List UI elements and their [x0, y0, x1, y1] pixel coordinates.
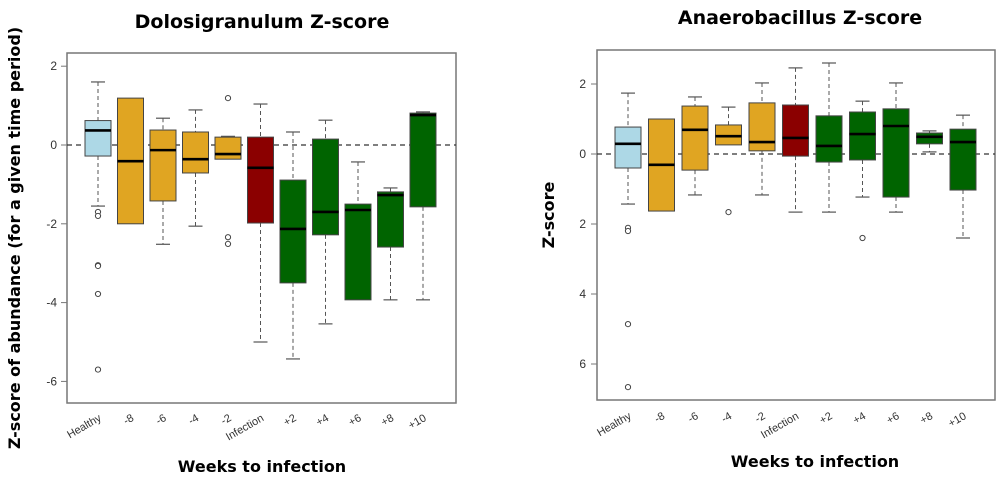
iqr-box: [815, 115, 843, 163]
x-tick-label: +2: [818, 410, 835, 427]
iqr-box: [849, 111, 876, 161]
x-tick-label: +8: [918, 410, 935, 427]
box-minus6: [149, 117, 177, 245]
y-tick-label: 4: [579, 287, 586, 301]
x-tick-label: -4: [720, 410, 734, 425]
y-tick-label: 2: [579, 77, 586, 91]
outlier-point: [94, 262, 102, 270]
x-axis-title: Weeks to infection: [178, 457, 346, 476]
box-plus4: [312, 119, 339, 325]
outlier-point: [725, 209, 732, 216]
y-axis-title: Z-score: [539, 182, 558, 249]
outlier-point: [224, 240, 232, 247]
outlier-point: [94, 290, 102, 298]
box-minus2: [748, 82, 776, 196]
outlier-point: [624, 384, 632, 391]
x-tick-label: -6: [686, 410, 700, 425]
outlier-point: [624, 227, 632, 235]
box-plus6: [882, 82, 910, 213]
y-tick-label: 0: [50, 138, 57, 152]
plot-frame: [66, 52, 457, 404]
chart-title: Anaerobacillus Z-score: [678, 7, 922, 29]
outlier-point: [624, 321, 632, 328]
box-infection: [782, 67, 809, 213]
outlier-point: [94, 212, 102, 220]
outlier-point: [94, 366, 102, 373]
box-plus8: [377, 187, 404, 301]
box-minus6: [681, 96, 709, 196]
box-infection: [247, 103, 274, 343]
box-plus2: [279, 131, 307, 360]
iqr-box: [409, 112, 437, 208]
x-tick-label: +8: [379, 412, 396, 429]
iqr-box: [214, 136, 242, 160]
box-plus6: [344, 161, 372, 301]
anaerobacillus-chart: Anaerobacillus Z-score Z-score Weeks to …: [539, 7, 996, 471]
box-plus8: [916, 130, 943, 153]
box-minus8: [117, 97, 144, 225]
iqr-box: [916, 132, 943, 145]
iqr-box: [279, 179, 307, 284]
chart-title: Dolosigranulum Z-score: [135, 11, 390, 33]
y-tick-label: 6: [579, 357, 586, 371]
x-tick-label: -8: [653, 410, 667, 425]
iqr-box: [377, 191, 404, 248]
iqr-box: [344, 203, 372, 301]
x-tick-label: +6: [885, 410, 902, 427]
box-healthy: [614, 92, 642, 391]
box-minus4: [715, 106, 742, 216]
outlier-point: [859, 234, 866, 242]
iqr-box: [681, 105, 709, 171]
y-axis-title: Z-score of abundance (for a given time p…: [5, 27, 24, 449]
x-tick-label: Infection: [759, 410, 801, 441]
y-tick-label: -2: [46, 217, 57, 231]
y-tick-label: -6: [46, 374, 57, 388]
iqr-box: [182, 131, 209, 174]
iqr-box: [247, 136, 274, 224]
x-axis-title: Weeks to infection: [731, 452, 899, 471]
box-minus4: [182, 109, 209, 227]
x-tick-label: -6: [154, 412, 168, 427]
iqr-box: [748, 102, 776, 152]
box-plus4: [849, 100, 876, 242]
x-tick-label: Infection: [224, 412, 266, 443]
y-tick-label: 0: [579, 147, 586, 161]
iqr-box: [949, 128, 977, 191]
iqr-box: [614, 126, 642, 169]
iqr-box: [782, 104, 809, 157]
iqr-box: [149, 129, 177, 202]
x-tick-label: -8: [122, 412, 136, 427]
box-minus2: [214, 95, 242, 247]
iqr-box: [84, 120, 112, 157]
plot-frame: [596, 49, 996, 401]
y-tick-label: 2: [50, 59, 57, 73]
x-tick-label: -2: [219, 412, 233, 427]
x-tick-label: -4: [187, 412, 201, 427]
x-tick-label: Healthy: [65, 412, 104, 441]
outlier-point: [224, 95, 232, 102]
x-tick-label: -2: [753, 410, 767, 425]
y-tick-label: -4: [46, 296, 57, 310]
dolosigranulum-chart: Dolosigranulum Z-score Z-score of abunda…: [5, 11, 457, 476]
box-plus2: [815, 62, 843, 213]
box-healthy: [84, 81, 112, 373]
box-plus10: [949, 114, 977, 239]
outlier-point: [224, 234, 232, 241]
x-tick-label: +2: [282, 412, 299, 429]
x-tick-label: +10: [406, 412, 428, 432]
x-tick-label: +4: [851, 410, 868, 427]
x-tick-label: +10: [946, 410, 968, 430]
x-tick-label: +6: [347, 412, 364, 429]
box-plus10: [409, 111, 437, 301]
iqr-box: [312, 138, 339, 236]
box-minus8: [648, 118, 675, 212]
x-tick-label: Healthy: [595, 410, 634, 439]
iqr-box: [882, 108, 910, 198]
x-tick-label: +4: [314, 412, 331, 429]
y-tick-label: 2: [579, 217, 586, 231]
